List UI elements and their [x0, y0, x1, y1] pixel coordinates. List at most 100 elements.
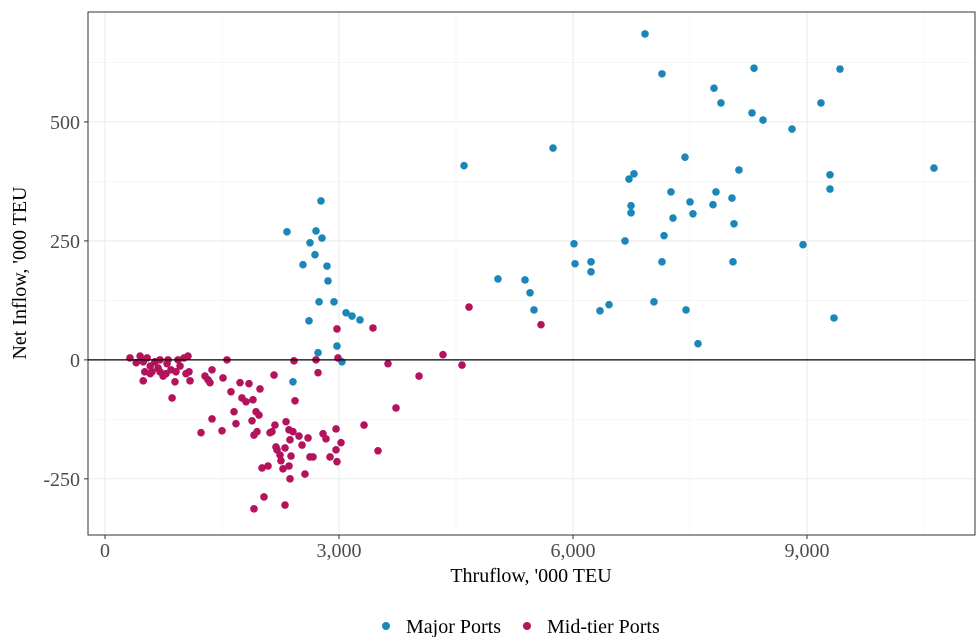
- point: [337, 438, 345, 447]
- point: [309, 453, 317, 461]
- point: [132, 358, 141, 367]
- point: [249, 396, 257, 404]
- point: [255, 411, 263, 419]
- point: [836, 65, 844, 73]
- point: [172, 367, 180, 376]
- point: [689, 209, 697, 218]
- point: [712, 188, 720, 196]
- point: [143, 354, 151, 362]
- legend-label: Mid-tier Ports: [547, 616, 660, 637]
- point: [384, 359, 392, 368]
- point: [826, 185, 834, 193]
- point: [289, 377, 297, 386]
- point: [219, 374, 227, 382]
- point: [208, 415, 216, 423]
- point: [206, 378, 214, 387]
- point: [176, 362, 184, 370]
- point: [136, 352, 144, 360]
- point: [306, 239, 314, 247]
- y-tick-label: 0: [70, 350, 80, 372]
- point: [709, 200, 717, 209]
- point: [625, 175, 633, 183]
- point: [139, 377, 148, 385]
- point: [285, 462, 293, 470]
- point: [266, 428, 274, 437]
- point: [658, 70, 666, 78]
- point: [126, 354, 134, 362]
- point: [332, 446, 340, 454]
- point: [295, 432, 303, 440]
- legend: Major Ports Mid-tier Ports: [382, 616, 660, 638]
- point: [788, 125, 796, 133]
- point: [299, 260, 307, 269]
- point: [369, 324, 377, 332]
- point: [314, 348, 322, 357]
- point: [415, 372, 423, 380]
- point: [256, 385, 264, 393]
- point: [197, 428, 205, 437]
- point: [322, 435, 330, 443]
- point: [260, 493, 268, 501]
- point: [270, 371, 278, 379]
- point: [799, 240, 807, 249]
- point: [230, 407, 238, 416]
- point: [286, 475, 294, 483]
- panel-border: [87, 11, 976, 536]
- point: [258, 464, 266, 472]
- point: [312, 227, 320, 235]
- point: [627, 209, 635, 217]
- point: [570, 239, 578, 248]
- point: [596, 307, 604, 315]
- point: [650, 298, 658, 306]
- point: [549, 144, 557, 152]
- point: [287, 452, 295, 460]
- point: [250, 505, 258, 513]
- point: [323, 262, 331, 270]
- point: [817, 99, 825, 107]
- point: [277, 456, 285, 465]
- point: [208, 366, 216, 374]
- point: [348, 312, 356, 320]
- point: [298, 441, 306, 449]
- point: [218, 426, 226, 435]
- legend-marker: [382, 622, 390, 630]
- point: [728, 194, 736, 202]
- point: [330, 298, 338, 306]
- point: [186, 377, 194, 385]
- point: [317, 197, 325, 205]
- point: [686, 198, 694, 206]
- point: [236, 378, 244, 387]
- point: [521, 276, 529, 284]
- point: [168, 394, 176, 402]
- point: [587, 268, 595, 276]
- point: [311, 250, 319, 259]
- x-tick-label: 3,000: [316, 540, 361, 562]
- point: [735, 166, 743, 174]
- point: [830, 314, 838, 322]
- point: [227, 387, 235, 396]
- point: [264, 462, 272, 470]
- point: [465, 303, 473, 311]
- point: [729, 258, 737, 266]
- point: [276, 451, 284, 459]
- point: [571, 259, 579, 268]
- point: [333, 342, 341, 350]
- point: [281, 444, 289, 452]
- point: [460, 161, 468, 170]
- legend-label: Major Ports: [406, 616, 501, 637]
- point: [248, 416, 256, 425]
- point: [587, 258, 595, 266]
- point: [494, 275, 502, 283]
- point: [332, 425, 340, 433]
- point: [333, 325, 341, 333]
- point: [184, 352, 192, 360]
- point: [315, 298, 323, 306]
- point: [289, 427, 297, 436]
- legend-marker: [523, 622, 531, 630]
- point: [826, 170, 834, 179]
- y-tick-label: -250: [43, 469, 80, 491]
- point: [660, 231, 668, 240]
- point: [314, 368, 322, 377]
